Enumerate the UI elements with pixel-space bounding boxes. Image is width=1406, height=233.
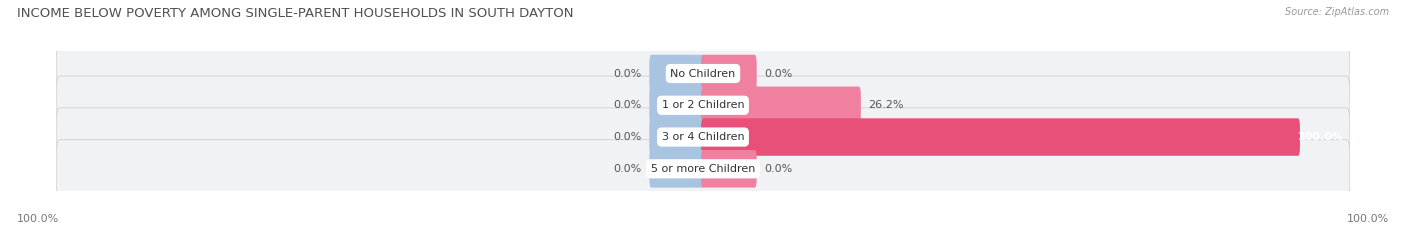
Text: 0.0%: 0.0% <box>613 164 641 174</box>
FancyBboxPatch shape <box>650 86 704 124</box>
Text: 100.0%: 100.0% <box>17 214 59 224</box>
Text: 100.0%: 100.0% <box>1347 214 1389 224</box>
FancyBboxPatch shape <box>702 86 860 124</box>
Text: 3 or 4 Children: 3 or 4 Children <box>662 132 744 142</box>
Text: 0.0%: 0.0% <box>765 164 793 174</box>
FancyBboxPatch shape <box>702 150 756 188</box>
FancyBboxPatch shape <box>650 118 704 156</box>
Text: 5 or more Children: 5 or more Children <box>651 164 755 174</box>
Text: 1 or 2 Children: 1 or 2 Children <box>662 100 744 110</box>
Text: 0.0%: 0.0% <box>765 69 793 79</box>
Text: 26.2%: 26.2% <box>869 100 904 110</box>
FancyBboxPatch shape <box>56 108 1350 166</box>
FancyBboxPatch shape <box>702 55 756 92</box>
Text: Source: ZipAtlas.com: Source: ZipAtlas.com <box>1285 7 1389 17</box>
Text: 0.0%: 0.0% <box>613 132 641 142</box>
Text: INCOME BELOW POVERTY AMONG SINGLE-PARENT HOUSEHOLDS IN SOUTH DAYTON: INCOME BELOW POVERTY AMONG SINGLE-PARENT… <box>17 7 574 20</box>
FancyBboxPatch shape <box>702 118 1301 156</box>
FancyBboxPatch shape <box>56 76 1350 134</box>
FancyBboxPatch shape <box>650 150 704 188</box>
Text: 100.0%: 100.0% <box>1298 132 1343 142</box>
FancyBboxPatch shape <box>56 44 1350 103</box>
FancyBboxPatch shape <box>650 55 704 92</box>
Text: 0.0%: 0.0% <box>613 69 641 79</box>
Text: 0.0%: 0.0% <box>613 100 641 110</box>
FancyBboxPatch shape <box>56 140 1350 198</box>
Text: No Children: No Children <box>671 69 735 79</box>
